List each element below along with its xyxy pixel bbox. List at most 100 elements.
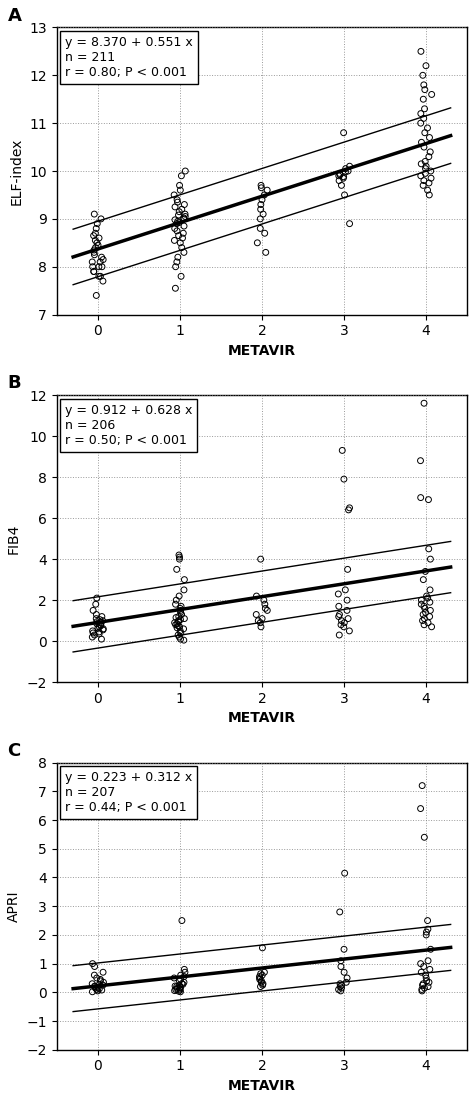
Point	[422, 926, 430, 944]
Point	[340, 940, 348, 958]
Point	[426, 129, 433, 146]
Point	[180, 218, 188, 235]
Point	[421, 153, 429, 170]
Point	[422, 604, 429, 622]
Point	[170, 186, 178, 204]
Point	[338, 977, 346, 994]
Point	[345, 502, 352, 519]
Point	[261, 964, 268, 981]
Point	[89, 628, 96, 646]
Point	[420, 76, 428, 94]
Point	[180, 968, 188, 986]
Point	[96, 253, 104, 271]
Point	[178, 200, 185, 218]
Point	[93, 613, 100, 630]
Point	[422, 969, 430, 987]
Point	[173, 979, 181, 997]
Point	[177, 966, 184, 983]
Point	[89, 983, 96, 1001]
Point	[336, 975, 344, 992]
Point	[421, 124, 428, 142]
Point	[257, 618, 265, 636]
Point	[423, 587, 430, 605]
Point	[180, 209, 188, 227]
Point	[419, 777, 426, 794]
Point	[262, 243, 270, 261]
Point	[343, 602, 351, 619]
Point	[426, 607, 433, 625]
Point	[93, 969, 100, 987]
Point	[426, 186, 433, 204]
Point	[175, 547, 183, 564]
Text: C: C	[8, 741, 21, 760]
Point	[339, 169, 347, 187]
Text: A: A	[8, 7, 21, 24]
Point	[100, 974, 107, 991]
Point	[181, 609, 188, 627]
Point	[171, 977, 179, 994]
Point	[177, 604, 184, 622]
Point	[175, 972, 183, 990]
Point	[178, 912, 186, 930]
Point	[97, 614, 105, 631]
Point	[254, 234, 261, 252]
Point	[346, 499, 353, 517]
Point	[177, 630, 184, 648]
Point	[420, 958, 428, 976]
Point	[261, 595, 269, 613]
Point	[175, 206, 182, 223]
Point	[97, 972, 104, 990]
Point	[90, 227, 97, 244]
Point	[257, 972, 265, 990]
Point	[257, 196, 264, 213]
Point	[91, 206, 98, 223]
Point	[335, 597, 343, 615]
Point	[178, 167, 185, 185]
Point	[175, 213, 182, 231]
Point	[340, 618, 347, 636]
Point	[425, 174, 433, 191]
Point	[428, 86, 436, 103]
Point	[257, 978, 264, 996]
Point	[419, 177, 427, 195]
Point	[427, 550, 434, 568]
Point	[174, 626, 182, 644]
Point	[418, 595, 425, 613]
Point	[98, 630, 105, 648]
Point	[256, 970, 264, 988]
Point	[255, 612, 262, 629]
Point	[418, 155, 425, 173]
Point	[420, 172, 428, 189]
Point	[425, 540, 433, 558]
Point	[177, 610, 184, 628]
Point	[337, 979, 345, 997]
Point	[421, 562, 429, 580]
Point	[174, 212, 182, 230]
Point	[90, 263, 98, 280]
Point	[343, 592, 351, 609]
Point	[176, 980, 183, 998]
Point	[253, 587, 260, 605]
Point	[417, 955, 424, 972]
Point	[174, 249, 182, 266]
Point	[173, 978, 181, 996]
Point	[173, 592, 180, 609]
Point	[417, 167, 425, 185]
Point	[264, 602, 271, 619]
Point	[258, 191, 266, 209]
Point	[419, 66, 427, 84]
Point	[423, 972, 430, 990]
Point	[180, 581, 188, 598]
Point	[338, 441, 346, 459]
Point	[181, 571, 188, 588]
Point	[420, 828, 428, 846]
Point	[342, 160, 349, 177]
Point	[257, 974, 265, 991]
Point	[172, 616, 180, 634]
Point	[91, 958, 99, 976]
Point	[177, 978, 184, 996]
X-axis label: METAVIR: METAVIR	[228, 712, 296, 726]
Point	[424, 590, 431, 607]
Point	[426, 593, 434, 611]
Point	[177, 624, 184, 641]
